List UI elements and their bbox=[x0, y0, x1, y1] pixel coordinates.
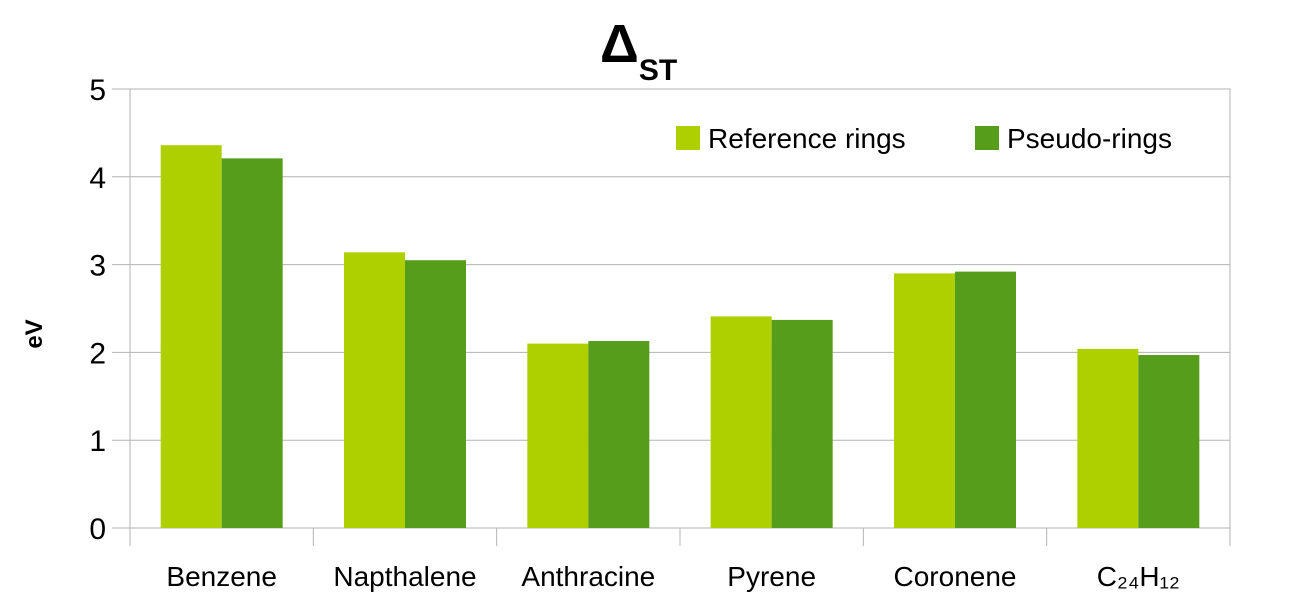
chart-title: ΔST bbox=[600, 14, 677, 87]
bar-reference bbox=[1077, 348, 1139, 528]
bar-reference bbox=[710, 316, 772, 528]
bar-pseudo bbox=[955, 271, 1016, 528]
bar-pseudo bbox=[405, 260, 466, 528]
y-tick-label: 3 bbox=[89, 250, 106, 283]
x-tick-label: Pyrene bbox=[727, 561, 816, 592]
legend-label-pseudo: Pseudo-rings bbox=[1007, 123, 1172, 154]
bar-reference bbox=[527, 343, 589, 528]
labels-layer: 0 1 2 3 4 5 Benzene Napthalene Anthracine Pyrene C… bbox=[89, 74, 1180, 592]
y-tick-label: 1 bbox=[89, 425, 106, 458]
x-tick-label: Anthracine bbox=[521, 561, 655, 592]
x-tick-label: Napthalene bbox=[333, 561, 476, 592]
y-tick-label: 2 bbox=[89, 337, 106, 370]
bar-pseudo bbox=[588, 340, 650, 528]
bar-pseudo bbox=[221, 158, 283, 528]
bar-reference bbox=[160, 145, 222, 528]
axes-layer bbox=[112, 88, 1231, 546]
legend: Reference rings Pseudo-rings bbox=[676, 123, 1172, 154]
bars-layer bbox=[160, 145, 1200, 529]
chart-title-subscript: ST bbox=[639, 54, 677, 87]
legend-label-reference: Reference rings bbox=[708, 123, 906, 154]
grid-layer bbox=[129, 88, 1231, 529]
bar-reference bbox=[894, 273, 955, 528]
y-axis-label: eV bbox=[21, 319, 48, 348]
chart-title-main: Δ bbox=[600, 14, 639, 74]
plot-frame bbox=[129, 88, 1231, 529]
y-tick-label: 0 bbox=[89, 513, 106, 546]
legend-swatch-reference bbox=[676, 126, 700, 150]
bar-pseudo bbox=[1138, 355, 1200, 528]
bar-pseudo bbox=[771, 319, 833, 528]
y-tick-label: 4 bbox=[89, 162, 106, 195]
bar-reference bbox=[344, 252, 405, 529]
x-tick-label: Benzene bbox=[166, 561, 277, 592]
legend-swatch-pseudo bbox=[975, 126, 999, 150]
x-tick-label: C₂₄H₁₂ bbox=[1097, 561, 1180, 592]
y-tick-label: 5 bbox=[89, 74, 106, 107]
x-tick-label: Coronene bbox=[894, 561, 1017, 592]
